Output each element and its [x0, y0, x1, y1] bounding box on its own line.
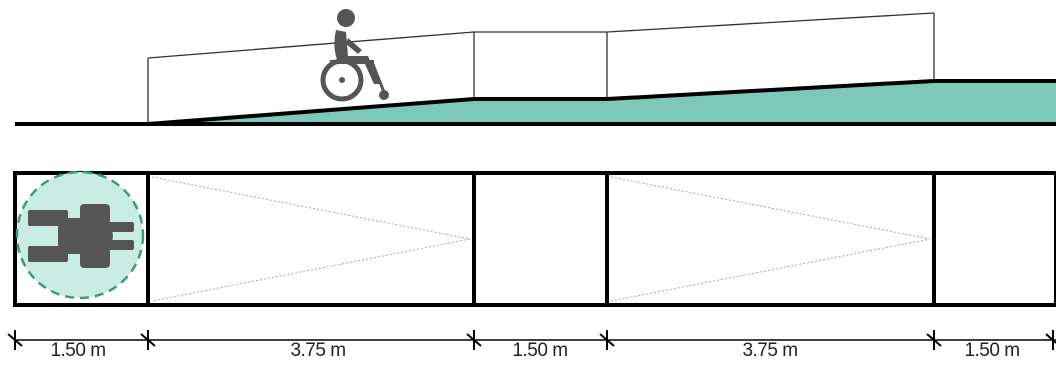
dimension-tick — [140, 330, 156, 350]
dimension-tick — [466, 330, 482, 350]
dimension-label: 1.50 m — [50, 340, 106, 361]
dimension-label: 1.50 m — [512, 340, 568, 361]
elevation-view — [15, 9, 1056, 126]
dimension-tick — [599, 330, 615, 350]
dimension-label: 1.50 m — [964, 340, 1020, 361]
dimension-tick — [1045, 330, 1056, 350]
plan-view — [13, 170, 1056, 307]
dimension-line — [7, 330, 1056, 350]
ramp-surface — [148, 81, 1056, 124]
dimension-label: 3.75 m — [290, 340, 346, 361]
dimension-tick — [926, 330, 942, 350]
wheelchair-user-top-icon — [28, 204, 134, 268]
plan-outline — [13, 171, 1056, 307]
dimension-tick — [7, 330, 23, 350]
slope-arrow — [610, 176, 931, 302]
wheelchair-user-side-icon — [320, 9, 389, 102]
ramp-top-edge — [147, 79, 1056, 126]
slope-arrow — [151, 176, 471, 302]
handrail — [147, 12, 935, 59]
dimension-label: 3.75 m — [742, 340, 798, 361]
